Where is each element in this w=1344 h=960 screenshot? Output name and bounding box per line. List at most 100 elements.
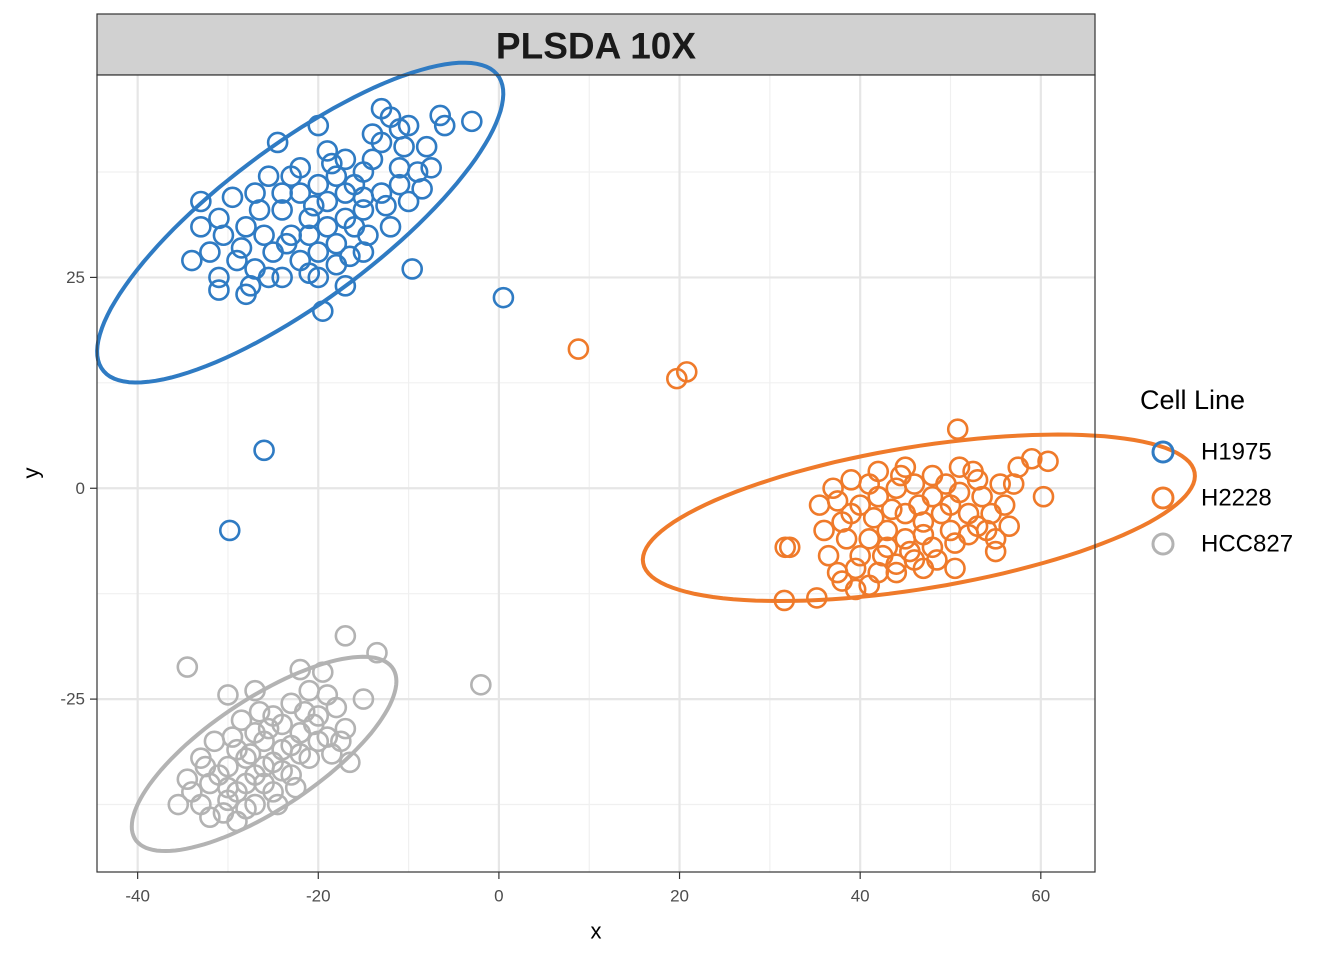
point-h2228 [862, 506, 885, 529]
legend-key-hcc827 [1151, 532, 1175, 556]
point-h1975 [302, 194, 325, 217]
point-h1975 [339, 245, 361, 268]
y-axis-ticks: -25 0 25 [60, 268, 97, 709]
point-h1975 [235, 216, 257, 238]
point-h1975 [271, 199, 293, 221]
point-h1975 [289, 182, 312, 204]
point-h2228 [912, 523, 935, 546]
point-hcc827 [176, 768, 199, 791]
plot-border [96, 74, 1096, 873]
point-h1975 [275, 232, 298, 255]
confidence-ellipses [95, 60, 1197, 854]
point-h1975 [352, 199, 375, 221]
point-h2228 [844, 557, 867, 580]
point-h1975 [298, 262, 321, 284]
point-h2228 [849, 544, 871, 567]
point-h1975 [199, 241, 221, 263]
y-tick-label: 0 [76, 479, 85, 498]
point-h2228 [840, 502, 862, 525]
point-h2228 [858, 473, 881, 495]
legend-title: Cell Line [1140, 385, 1245, 415]
point-hcc827 [244, 679, 266, 702]
point-h1975 [190, 190, 212, 213]
point-h1975 [239, 275, 262, 297]
point-hcc827 [307, 730, 330, 753]
point-h1975 [379, 216, 402, 238]
point-h1975 [230, 237, 253, 259]
point-hcc827 [284, 776, 307, 799]
point-h1975 [393, 135, 415, 158]
point-h2228 [885, 561, 908, 584]
point-h1975 [244, 182, 266, 204]
legend-items: H1975 H2228 HCC827 [1151, 439, 1293, 558]
point-h2228 [1037, 450, 1059, 473]
point-hcc827 [253, 730, 275, 753]
point-h2228 [831, 570, 853, 592]
point-h1975 [253, 224, 275, 247]
point-hcc827 [217, 684, 239, 706]
point-h1975 [433, 114, 456, 137]
point-hcc827 [230, 709, 253, 731]
point-h1975 [316, 216, 339, 238]
point-hcc827 [334, 717, 357, 740]
point-hcc827 [176, 656, 199, 678]
x-tick-label: 60 [1031, 887, 1050, 906]
point-h1975 [298, 207, 321, 230]
point-h1975 [266, 131, 289, 154]
ellipse-hcc827 [129, 654, 399, 854]
point-h1975 [316, 190, 339, 213]
point-h2228 [930, 502, 953, 525]
point-h1975 [461, 110, 483, 133]
point-h2228 [871, 544, 894, 567]
point-h1975 [401, 258, 424, 280]
point-hcc827 [239, 743, 262, 765]
point-hcc827 [339, 751, 361, 774]
point-h1975 [208, 207, 230, 230]
point-hcc827 [266, 793, 289, 816]
point-h1975 [280, 165, 302, 188]
point-h2228 [826, 490, 849, 512]
point-h1975 [492, 286, 515, 309]
ellipse-h2228 [640, 432, 1197, 604]
point-hcc827 [257, 717, 280, 740]
point-h1975 [307, 173, 330, 196]
point-h2228 [944, 557, 966, 580]
point-h2228 [1032, 485, 1055, 508]
data-points [167, 97, 1059, 833]
chart-title: PLSDA 10X [496, 26, 696, 67]
point-h1975 [406, 161, 429, 183]
y-tick-label: -25 [60, 690, 85, 709]
point-h1975 [208, 266, 230, 289]
point-hcc827 [289, 743, 312, 765]
point-hcc827 [311, 661, 334, 683]
x-tick-label: 0 [494, 887, 503, 906]
point-h2228 [778, 536, 801, 559]
point-h1975 [208, 279, 230, 301]
y-tick-label: 25 [66, 268, 85, 287]
point-hcc827 [217, 776, 239, 799]
point-h2228 [989, 473, 1011, 495]
x-axis-ticks: -40 -20 0 20 40 60 [125, 872, 1050, 906]
point-hcc827 [167, 793, 190, 816]
point-h1975 [352, 186, 375, 209]
point-hcc827 [212, 802, 235, 824]
point-h1975 [257, 165, 280, 188]
point-h1975 [429, 104, 452, 127]
point-h1975 [181, 249, 203, 272]
point-h1975 [388, 173, 411, 196]
point-h1975 [257, 266, 280, 289]
point-h1975 [420, 156, 442, 179]
point-h1975 [311, 300, 334, 322]
x-tick-label: 40 [851, 887, 870, 906]
point-h2228 [975, 519, 998, 542]
point-hcc827 [217, 755, 239, 778]
point-h2228 [962, 460, 984, 483]
point-h1975 [397, 114, 420, 137]
point-h2228 [935, 473, 957, 495]
strip-header [96, 13, 1096, 76]
point-h2228 [880, 498, 903, 521]
point-h2228 [813, 519, 835, 542]
point-h1975 [361, 148, 384, 171]
legend-key-h1975 [1151, 440, 1175, 464]
point-h2228 [806, 587, 828, 609]
